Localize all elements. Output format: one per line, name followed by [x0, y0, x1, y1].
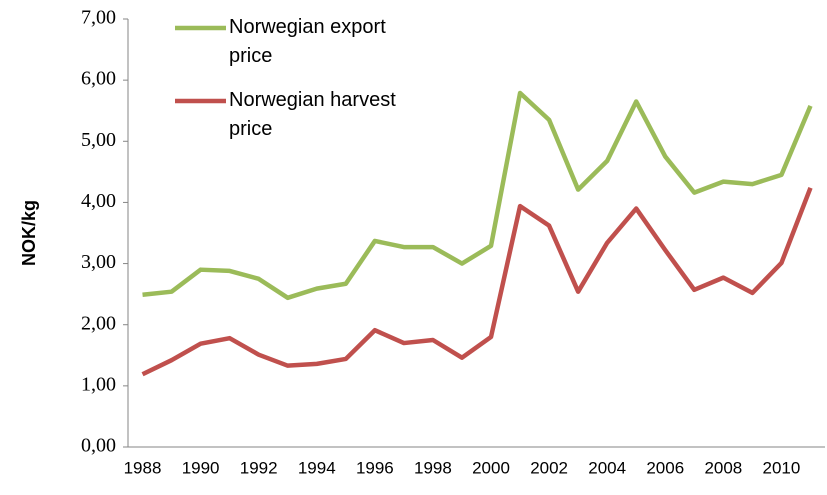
x-tick-label: 2004 — [588, 458, 626, 477]
y-tick-label: 2,00 — [81, 312, 116, 334]
y-axis-label: NOK/kg — [19, 200, 39, 266]
x-tick-label: 1994 — [298, 458, 336, 477]
y-tick-label: 3,00 — [81, 251, 116, 273]
x-tick-label: 2006 — [646, 458, 684, 477]
x-tick-label: 2002 — [530, 458, 568, 477]
y-tick-label: 1,00 — [81, 373, 116, 395]
y-tick-label: 6,00 — [81, 68, 116, 90]
x-tick-label: 1988 — [124, 458, 162, 477]
series-line — [142, 90, 813, 301]
legend-label: Norwegian harvest price — [229, 89, 396, 140]
x-tick-label: 1996 — [356, 458, 394, 477]
x-tick-label: 2010 — [763, 458, 801, 477]
x-tick-label: 2008 — [704, 458, 742, 477]
x-tick-label: 1990 — [182, 458, 220, 477]
series-line — [141, 186, 813, 377]
x-tick-label: 1992 — [240, 458, 278, 477]
y-tick-label: 5,00 — [81, 129, 116, 151]
y-tick-label: 4,00 — [81, 190, 116, 212]
x-tick-label: 1998 — [414, 458, 452, 477]
y-tick-label: 7,00 — [81, 7, 116, 29]
y-tick-label: 0,00 — [81, 435, 116, 457]
legend-label: Norwegian export price — [229, 16, 386, 67]
x-tick-label: 2000 — [472, 458, 510, 477]
